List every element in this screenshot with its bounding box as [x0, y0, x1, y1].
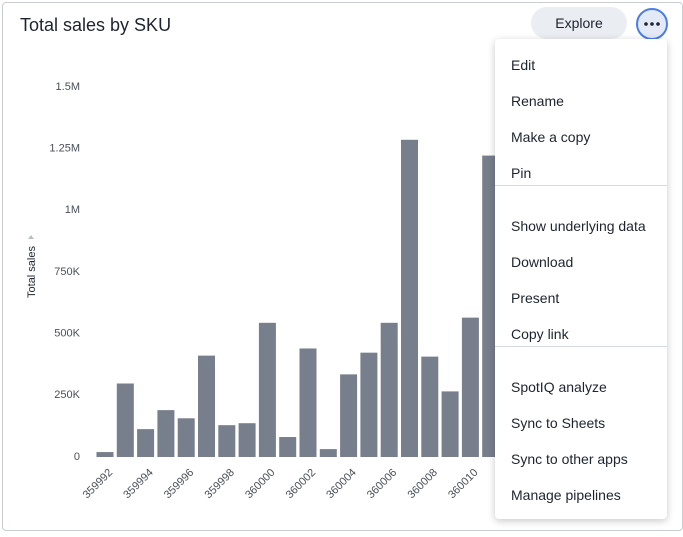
bar	[380, 322, 398, 457]
bar	[177, 418, 195, 457]
x-tick-label: 360004	[324, 467, 358, 501]
x-tick-label: 360008	[406, 467, 440, 501]
y-tick-label: 750K	[54, 266, 80, 278]
bar	[137, 429, 155, 457]
bar	[421, 356, 439, 457]
chart: Total sales 0 250K 500K 750K 1M 1.25M 1.5M 3599…	[26, 81, 500, 501]
y-tick-label: 500K	[54, 328, 80, 340]
menu-item[interactable]: Sync to Sheets	[511, 415, 606, 431]
menu-divider	[495, 346, 667, 347]
x-tick-label: 360002	[284, 467, 318, 501]
x-tick-label: 359994	[121, 467, 155, 501]
x-tick-label: 360010	[446, 467, 480, 501]
y-tick-label: 0	[74, 451, 80, 463]
y-axis-label: Total sales	[26, 246, 38, 298]
menu-item[interactable]: Show underlying data	[511, 218, 646, 234]
more-icon	[644, 22, 660, 26]
x-tick-label: 359992	[81, 467, 115, 501]
x-tick-label: 360006	[365, 467, 399, 501]
menu-item[interactable]: SpotIQ analyze	[511, 379, 607, 395]
menu-divider	[495, 185, 667, 186]
explore-button[interactable]: Explore	[531, 7, 627, 39]
menu-item[interactable]: Pin	[511, 165, 532, 181]
bar	[299, 348, 317, 457]
bar	[258, 322, 276, 457]
y-tick-label: 250K	[54, 389, 80, 401]
menu-item[interactable]: Manage pipelines	[511, 487, 621, 503]
menu-item[interactable]: Download	[511, 254, 574, 270]
bar	[319, 449, 337, 457]
y-tick-label: 1.5M	[56, 81, 80, 93]
menu: Edit Rename Make a copy Pin Show underlying …	[495, 39, 667, 519]
bar	[482, 155, 500, 457]
x-tick-label: 360000	[243, 467, 277, 501]
y-tick-label: 1.25M	[49, 143, 80, 155]
x-tick-label: 359998	[203, 467, 237, 501]
title: Total sales by SKU	[20, 15, 172, 35]
menu-item[interactable]: Copy link	[511, 326, 569, 342]
bar	[116, 383, 134, 457]
sort-icon[interactable]	[28, 235, 34, 239]
menu-item[interactable]: Edit	[511, 57, 536, 73]
bar	[157, 410, 175, 457]
bar	[198, 355, 215, 457]
bar	[279, 437, 297, 457]
menu-item[interactable]: Sync to other apps	[511, 451, 628, 467]
bar	[96, 452, 114, 457]
bar	[401, 139, 418, 457]
menu-item[interactable]: Present	[511, 290, 560, 306]
bar	[340, 374, 358, 457]
x-tick-label: 359996	[162, 467, 196, 501]
menu-item[interactable]: Make a copy	[511, 129, 591, 145]
bar	[461, 317, 479, 457]
more-button[interactable]	[636, 8, 668, 40]
bar	[441, 391, 459, 457]
bar	[238, 423, 256, 457]
menu-item[interactable]: Rename	[511, 93, 564, 109]
bar	[360, 352, 378, 457]
bar	[218, 425, 236, 457]
y-tick-label: 1M	[65, 204, 80, 216]
